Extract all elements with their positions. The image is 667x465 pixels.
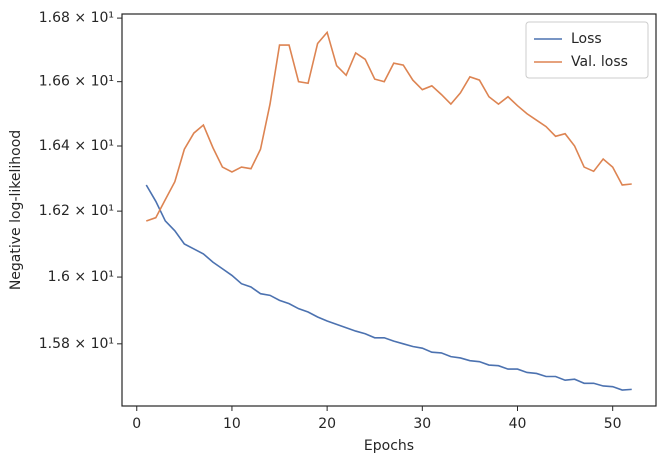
series-line bbox=[146, 30, 632, 222]
x-axis-label: Epochs bbox=[364, 438, 414, 454]
y-tick-label: 1.68 × 10¹ bbox=[39, 10, 114, 26]
y-tick-label: 1.64 × 10¹ bbox=[39, 138, 114, 154]
x-tick-label: 50 bbox=[604, 416, 622, 432]
legend-box bbox=[525, 21, 649, 79]
legend-label: Loss bbox=[571, 31, 602, 47]
plot-frame bbox=[121, 13, 657, 407]
y-tick-label: 1.58 × 10¹ bbox=[39, 336, 114, 352]
x-tick-label: 20 bbox=[318, 416, 336, 432]
legend-label: Val. loss bbox=[571, 54, 628, 70]
y-tick-label: 1.62 × 10¹ bbox=[39, 203, 114, 219]
legend: Loss Val. loss bbox=[525, 21, 649, 79]
x-tick-label: 30 bbox=[413, 416, 431, 432]
x-tick-label: 0 bbox=[132, 416, 141, 432]
y-tick-label: 1.6 × 10¹ bbox=[48, 269, 114, 285]
x-tick-label: 40 bbox=[509, 416, 527, 432]
series-line bbox=[145, 184, 632, 391]
y-tick-label: 1.66 × 10¹ bbox=[39, 74, 114, 90]
y-axis-label: Negative log-likelihood bbox=[8, 130, 24, 290]
x-tick-label: 10 bbox=[223, 416, 241, 432]
